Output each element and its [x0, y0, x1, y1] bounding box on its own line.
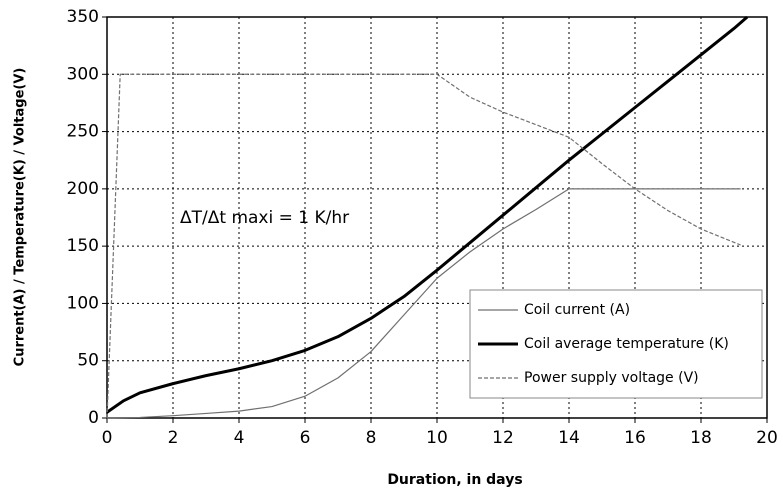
y-tick-label: 50	[77, 351, 99, 371]
y-tick-label: 350	[67, 7, 99, 27]
legend-box	[469, 289, 763, 399]
x-tick-label: 0	[102, 428, 113, 448]
legend-label: Coil current (A)	[524, 302, 630, 318]
x-tick-label: 18	[690, 428, 712, 448]
x-tick-label: 10	[426, 428, 448, 448]
series-line	[106, 73, 741, 419]
series-line	[106, 188, 741, 419]
annotation: ΔT/Δt maxi = 1 K/hr	[180, 208, 349, 228]
y-axis-label: Current(A) / Temperature(K) / Voltage(V)	[13, 68, 28, 367]
x-tick-label: 16	[624, 428, 646, 448]
series-line	[106, 15, 749, 414]
x-tick-label: 14	[558, 428, 580, 448]
x-tick-label: 8	[366, 428, 377, 448]
x-tick-label: 6	[300, 428, 311, 448]
x-tick-label: 2	[168, 428, 179, 448]
y-tick-label: 200	[67, 179, 99, 199]
x-axis-label: Duration, in days	[387, 472, 522, 488]
x-tick-label: 12	[492, 428, 514, 448]
y-tick-label: 100	[67, 293, 99, 313]
y-tick-label: 250	[67, 122, 99, 142]
y-tick-label: 300	[67, 64, 99, 84]
plot-frame	[106, 16, 768, 419]
y-tick-label: 150	[67, 236, 99, 256]
legend-label: Power supply voltage (V)	[524, 370, 699, 386]
y-tick-label: 0	[88, 408, 99, 428]
legend-label: Coil average temperature (K)	[524, 336, 729, 352]
x-tick-label: 20	[756, 428, 778, 448]
x-tick-label: 4	[234, 428, 245, 448]
